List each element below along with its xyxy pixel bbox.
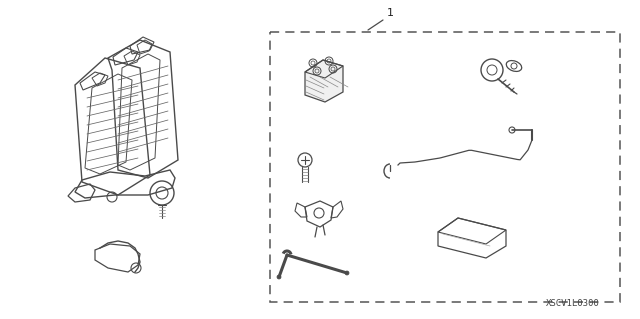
Text: 1: 1 [387,8,394,18]
Text: XSCV1L0300: XSCV1L0300 [547,299,600,308]
Polygon shape [305,60,343,102]
Bar [270,32,620,302]
Circle shape [345,271,349,275]
Circle shape [277,275,281,279]
